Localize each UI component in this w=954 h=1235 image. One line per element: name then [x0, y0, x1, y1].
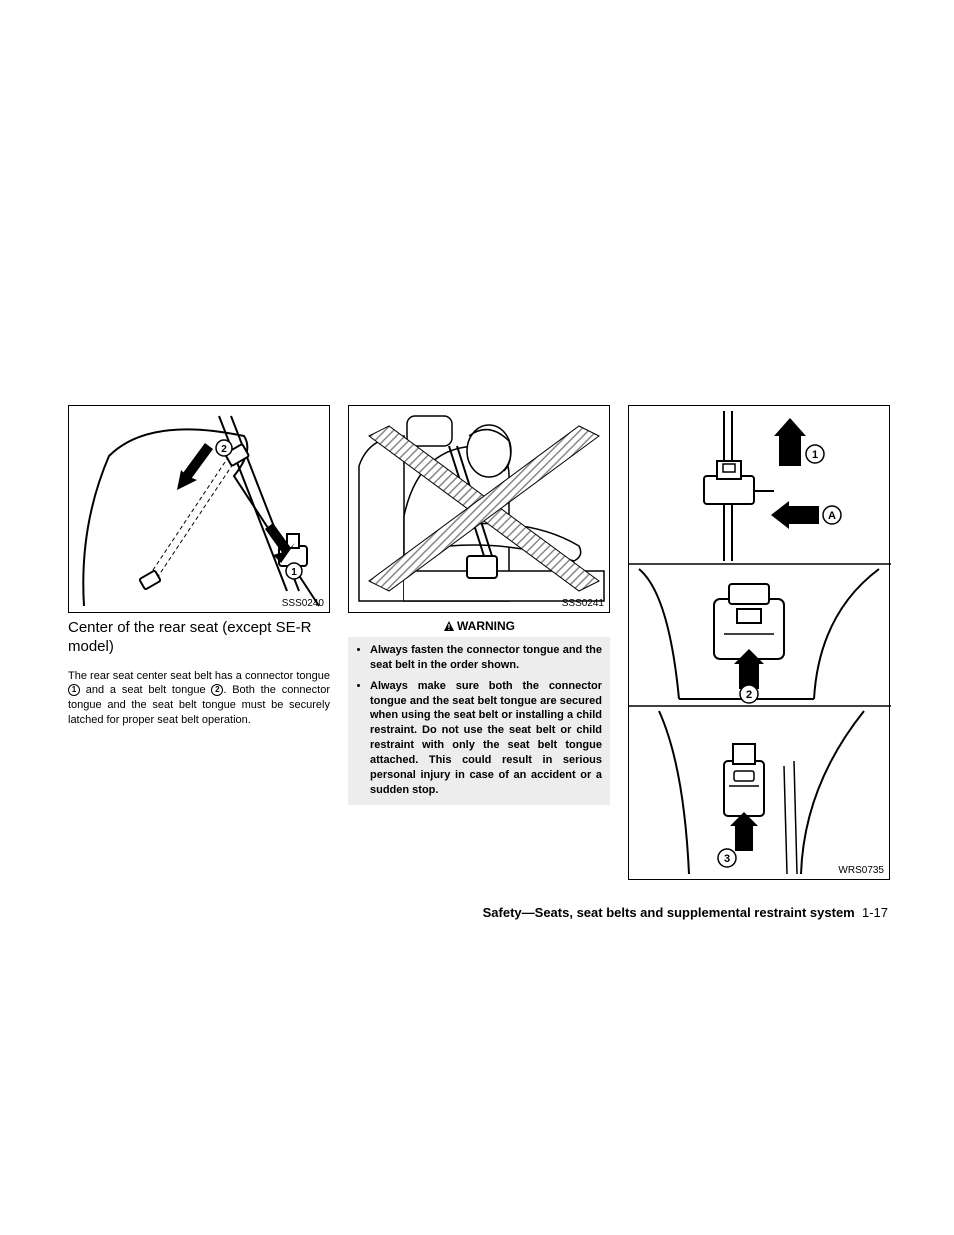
warning-heading: ! WARNING [348, 619, 610, 633]
column-2: SSS0241 ! WARNING Always fasten the conne… [348, 405, 610, 880]
figure-sss0241: SSS0241 [348, 405, 610, 613]
svg-text:2: 2 [746, 689, 752, 701]
body-paragraph: The rear seat center seat belt has a con… [68, 669, 330, 728]
figure-sss0240: 2 1 SSS0240 [68, 405, 330, 613]
warning-bullet-2: Always make sure both the connector tong… [370, 679, 602, 798]
body-text-mid: and a seat belt tongue [80, 684, 211, 696]
body-text-pre: The rear seat center seat belt has a con… [68, 670, 330, 682]
figure-label: SSS0240 [282, 598, 324, 609]
figure-label: SSS0241 [562, 598, 604, 609]
warning-box: Always fasten the connector tongue and t… [348, 637, 610, 805]
svg-text:!: ! [448, 623, 451, 632]
figure-wrs0735: 1 A [628, 405, 890, 880]
svg-text:1: 1 [291, 567, 297, 578]
circled-2-inline: 2 [211, 684, 223, 696]
figure-subtitle: Center of the rear seat (except SE-R mod… [68, 619, 330, 657]
column-3: 1 A [628, 405, 890, 880]
svg-text:1: 1 [812, 449, 818, 461]
figure-label: WRS0735 [838, 865, 884, 876]
footer-page: 1-17 [862, 905, 888, 920]
footer-section: Safety—Seats, seat belts and supplementa… [483, 905, 855, 920]
page-footer: Safety—Seats, seat belts and supplementa… [483, 905, 888, 920]
svg-text:2: 2 [221, 444, 227, 455]
circled-1-inline: 1 [68, 684, 80, 696]
warning-bullet-1: Always fasten the connector tongue and t… [370, 643, 602, 673]
svg-text:3: 3 [724, 853, 730, 865]
warning-label: WARNING [457, 619, 515, 633]
svg-text:A: A [828, 510, 836, 522]
content-area: 2 1 SSS0240 Center of the rear seat (exc… [68, 405, 888, 880]
column-1: 2 1 SSS0240 Center of the rear seat (exc… [68, 405, 330, 880]
